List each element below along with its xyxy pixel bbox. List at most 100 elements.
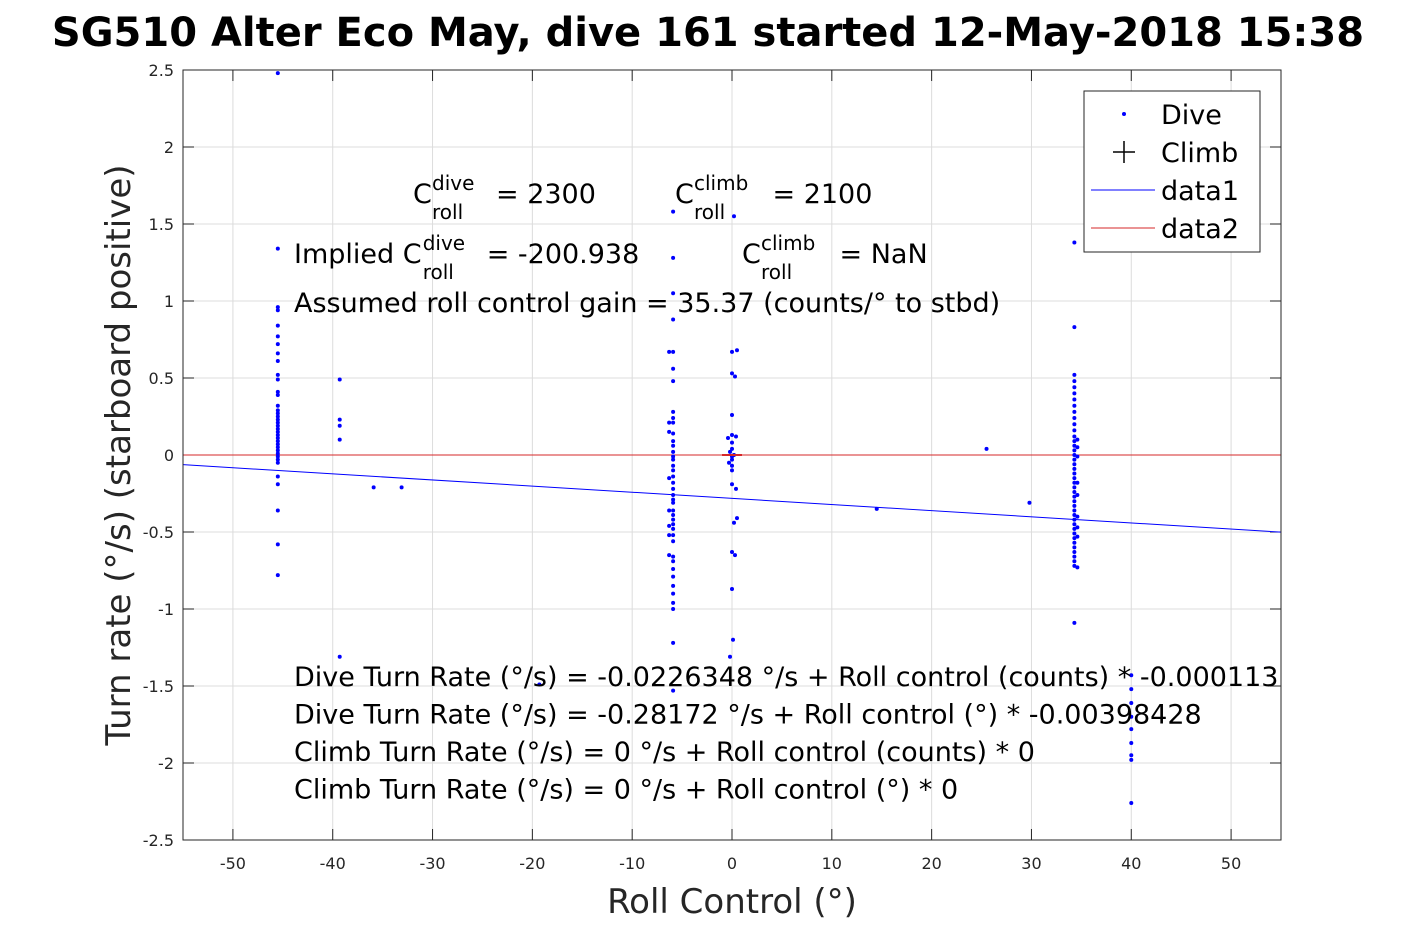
dive-point <box>671 457 676 462</box>
dive-point <box>730 432 734 437</box>
equation-line: Dive Turn Rate (°/s) = -0.0226348 °/s + … <box>294 662 1278 693</box>
dive-point <box>667 429 672 434</box>
dive-point <box>1072 391 1077 396</box>
dive-point <box>730 463 734 468</box>
dive-point <box>537 682 542 687</box>
dive-point <box>671 640 676 645</box>
c-roll-climb-value: = 2100 <box>773 179 873 210</box>
dive-point <box>1072 372 1077 377</box>
legend-box <box>1083 90 1261 253</box>
dive-point <box>1075 514 1080 519</box>
dive-point <box>275 448 280 453</box>
dive-point <box>671 255 676 260</box>
dive-point <box>727 460 732 465</box>
dive-point <box>275 445 280 450</box>
dive-point <box>275 389 280 394</box>
dive-point <box>371 485 376 490</box>
y-tick-label: -1.5 <box>143 677 174 696</box>
dive-point <box>1075 565 1080 570</box>
dive-point <box>667 508 672 513</box>
legend-label: data2 <box>1161 214 1239 245</box>
dive-point <box>1072 559 1077 564</box>
dive-point <box>275 420 280 425</box>
implied-dive-sub: roll <box>423 260 454 284</box>
dive-point <box>730 586 734 591</box>
dive-point <box>732 553 737 558</box>
data-points <box>275 71 1134 806</box>
dive-point <box>275 508 280 513</box>
dive-point <box>1072 397 1077 402</box>
c-roll-dive-base: C <box>413 179 432 210</box>
dive-point <box>1072 480 1077 485</box>
dive-point <box>1072 494 1077 499</box>
y-tick-label: -2.5 <box>143 831 174 850</box>
dive-point <box>337 377 342 382</box>
dive-point <box>671 317 676 322</box>
dive-point <box>1072 554 1077 559</box>
dive-point <box>275 457 280 462</box>
dive-point <box>1072 466 1077 471</box>
c-roll-dive-value: = 2300 <box>496 179 596 210</box>
dive-point <box>275 432 280 437</box>
dive-point <box>1072 428 1077 433</box>
dive-point <box>671 349 676 354</box>
dive-point <box>1075 454 1080 459</box>
x-tick-label: 0 <box>727 854 737 873</box>
dive-point <box>671 480 676 485</box>
dive-point <box>1129 727 1134 732</box>
dive-point <box>1129 700 1134 705</box>
equation-line: Climb Turn Rate (°/s) = 0 °/s + Roll con… <box>294 737 1035 768</box>
dive-point <box>1072 403 1077 408</box>
dive-point <box>671 497 676 502</box>
dive-point <box>1072 325 1077 330</box>
dive-point <box>730 468 734 473</box>
dive-point <box>275 411 280 416</box>
dive-point <box>275 442 280 447</box>
x-tick-label: 50 <box>1221 854 1241 873</box>
c-roll-dive-sub: roll <box>432 200 463 224</box>
dive-point <box>726 436 731 441</box>
implied-dive-sup: dive <box>423 231 465 255</box>
dive-point <box>1072 499 1077 504</box>
series-line-data1 <box>182 464 1282 533</box>
dive-point <box>1072 409 1077 414</box>
dive-point <box>1072 508 1077 513</box>
dive-point <box>1129 753 1134 758</box>
dive-point <box>671 416 676 421</box>
x-tick-label: 40 <box>1121 854 1141 873</box>
dive-point <box>275 573 280 578</box>
c-roll-dive-sup: dive <box>432 171 474 195</box>
dive-point <box>1129 687 1134 692</box>
dive-point <box>275 542 280 547</box>
dive-point <box>275 246 280 251</box>
dive-point <box>1072 434 1077 439</box>
c-roll-dive: Cdive roll = 2300 <box>413 171 596 224</box>
dive-point <box>733 434 738 439</box>
dive-point <box>1072 422 1077 427</box>
dive-point <box>671 591 676 596</box>
dive-point <box>1072 620 1077 625</box>
dive-point <box>1075 493 1080 498</box>
dive-point <box>671 379 676 384</box>
dive-point <box>671 493 676 498</box>
dive-point <box>671 526 676 531</box>
legend-label: Climb <box>1161 138 1238 169</box>
dive-point <box>1072 545 1077 550</box>
dive-point <box>275 460 280 465</box>
dive-point <box>275 451 280 456</box>
x-tick-label: 30 <box>1021 854 1041 873</box>
y-tick-label: -1 <box>158 600 174 619</box>
dive-point <box>671 559 676 564</box>
dive-point <box>1072 550 1077 555</box>
dive-point <box>1072 240 1077 245</box>
c-roll-climb: Cclimb roll = 2100 <box>675 171 872 224</box>
dive-point <box>275 323 280 328</box>
dive-point <box>671 500 676 505</box>
dive-point <box>730 349 734 354</box>
x-tick-label: 10 <box>822 854 842 873</box>
dive-point <box>730 550 734 555</box>
dive-point <box>1072 540 1077 545</box>
dive-point <box>337 437 342 442</box>
dive-point <box>275 414 280 419</box>
